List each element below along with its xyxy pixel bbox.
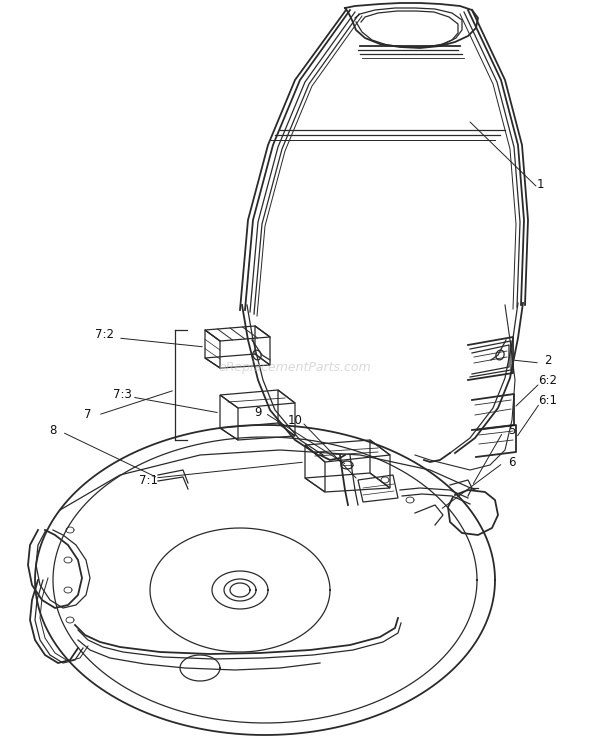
Text: 9: 9 bbox=[254, 406, 262, 418]
Text: 7: 7 bbox=[84, 409, 92, 421]
Text: 1: 1 bbox=[536, 178, 544, 192]
Text: 10: 10 bbox=[287, 414, 303, 426]
Text: 6: 6 bbox=[508, 455, 516, 469]
Text: 6:2: 6:2 bbox=[539, 374, 558, 386]
Text: 6:1: 6:1 bbox=[539, 394, 558, 406]
Text: eReplacementParts.com: eReplacementParts.com bbox=[219, 361, 371, 374]
Text: 7:1: 7:1 bbox=[139, 473, 158, 487]
Text: 7:2: 7:2 bbox=[96, 328, 114, 342]
Text: 7:3: 7:3 bbox=[113, 389, 132, 401]
Text: 5: 5 bbox=[509, 424, 516, 436]
Text: 2: 2 bbox=[544, 354, 552, 366]
Text: 8: 8 bbox=[50, 424, 57, 436]
